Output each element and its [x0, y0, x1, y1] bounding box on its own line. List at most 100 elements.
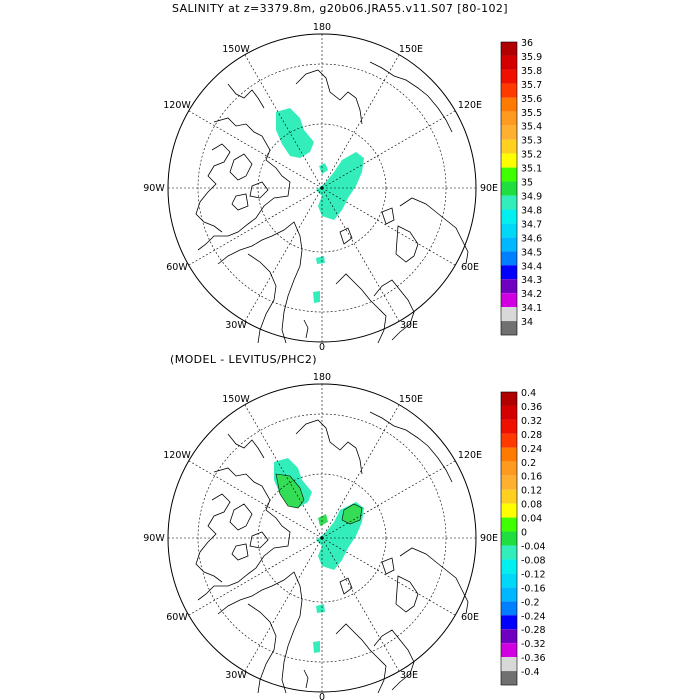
colorbar-swatch: [501, 615, 517, 630]
colorbar-label: 0.36: [521, 402, 542, 413]
lon-label-90w: 90W: [143, 183, 165, 194]
lon-label-60w: 60W: [166, 612, 188, 623]
lon-label-30e: 30E: [400, 670, 418, 681]
colorbar-label: 34.5: [521, 247, 542, 258]
colorbar-label: 35.4: [521, 122, 542, 133]
colorbar-swatch: [501, 475, 517, 490]
graticule: [168, 384, 476, 692]
lon-label-0: 0: [319, 692, 325, 700]
colorbar-label: 35: [521, 178, 533, 189]
map-boundary: [167, 383, 477, 693]
colorbar-swatch: [501, 601, 517, 616]
salinity-colorbar: 36 35.9 35.8 35.7 35.6 35.5 35.4 35.3 35.2 35.1 35…: [500, 38, 542, 336]
colorbar-label: 36: [521, 38, 533, 49]
difference-fill-patches: [274, 458, 364, 653]
colorbar-swatch: [501, 321, 517, 336]
lon-label-30e: 30E: [400, 320, 418, 331]
colorbar-label: 0.2: [521, 458, 536, 469]
colorbar-swatch: [501, 237, 517, 252]
colorbar-swatch: [501, 42, 517, 56]
colorbar-label: 34.9: [521, 191, 542, 202]
colorbar-label: -0.32: [521, 639, 546, 650]
lon-label-60e: 60E: [461, 262, 479, 273]
greenland-sea-patch: [313, 641, 320, 653]
fram-strait-patch: [316, 604, 325, 613]
longitude-labels: 180 150W 150E 120W 120E 90W 90E 60W 60E …: [143, 22, 498, 350]
colorbar-swatch: [501, 307, 517, 322]
colorbar-label: 0.04: [521, 514, 542, 525]
colorbar-swatch: [501, 461, 517, 476]
lon-label-30w: 30W: [225, 670, 247, 681]
colorbar-swatch: [501, 279, 517, 294]
colorbar-swatch: [501, 629, 517, 644]
lon-label-120e: 120E: [458, 450, 482, 461]
lon-label-120w: 120W: [163, 100, 191, 111]
colorbar-label: 35.1: [521, 164, 542, 175]
colorbar-swatch: [501, 223, 517, 238]
lon-label-90w: 90W: [143, 533, 165, 544]
colorbar-swatch: [501, 209, 517, 224]
colorbar-swatch: [501, 55, 517, 70]
colorbar-label: 0.32: [521, 416, 542, 427]
greenland-sea-patch: [313, 291, 320, 303]
coastlines: [195, 61, 469, 344]
colorbar-swatch: [501, 545, 517, 560]
colorbar-label: -0.12: [521, 569, 546, 580]
colorbar-label: 0.08: [521, 500, 542, 511]
lon-label-60e: 60E: [461, 612, 479, 623]
colorbar-swatch: [501, 671, 517, 686]
lon-label-150w: 150W: [222, 44, 250, 55]
colorbar-label: 35.8: [521, 66, 542, 77]
colorbar-label: 35.6: [521, 94, 542, 105]
colorbar-label: -0.08: [521, 555, 546, 566]
colorbar-swatch: [501, 657, 517, 672]
difference-polar-map: 180 150W 150E 120W 120E 90W 90E 60W 60E …: [143, 372, 498, 700]
colorbar-swatch: [501, 293, 517, 308]
lon-label-90e: 90E: [480, 533, 498, 544]
colorbar-swatch: [501, 643, 517, 658]
colorbar-label: -0.24: [521, 611, 546, 622]
lon-label-0: 0: [319, 342, 325, 350]
colorbar-swatch: [501, 265, 517, 280]
colorbar-label: 0.12: [521, 486, 542, 497]
colorbar-label: 35.7: [521, 80, 542, 91]
canada-basin-positive-patch: [275, 473, 305, 509]
colorbar-swatch: [501, 419, 517, 434]
colorbar-label: -0.36: [521, 653, 546, 664]
salinity-polar-map: 180 150W 150E 120W 120E 90W 90E 60W 60E …: [143, 22, 498, 350]
colorbar-label: 34.6: [521, 233, 542, 244]
canada-basin-patch: [276, 108, 314, 158]
colorbar-swatch: [501, 181, 517, 196]
lon-label-150e: 150E: [399, 394, 423, 405]
colorbar-label: 34.3: [521, 275, 542, 286]
lon-label-60w: 60W: [166, 262, 188, 273]
colorbar-label: 34.2: [521, 289, 542, 300]
colorbar-swatch: [501, 559, 517, 574]
colorbar-label: 34.8: [521, 205, 542, 216]
colorbar-label: 0.4: [521, 388, 536, 399]
colorbar-swatch: [501, 433, 517, 448]
eurasian-basin-patch: [316, 152, 364, 220]
colorbar-label: 0: [521, 528, 527, 539]
colorbar-label: -0.16: [521, 583, 546, 594]
colorbar-frame: [500, 391, 518, 686]
colorbar-swatch: [501, 251, 517, 266]
colorbar-label: 34.7: [521, 219, 542, 230]
colorbar-label: 0.16: [521, 472, 542, 483]
lon-label-180: 180: [313, 22, 331, 33]
colorbar-label: 0.24: [521, 444, 542, 455]
difference-map-title: (MODEL - LEVITUS/PHC2): [170, 353, 317, 366]
lomonosov-patch: [319, 163, 328, 174]
lon-label-150e: 150E: [399, 44, 423, 55]
colorbar-swatch: [501, 139, 517, 154]
lomonosov-patch: [318, 514, 328, 526]
colorbar-label: 35.3: [521, 136, 542, 147]
colorbar-swatch: [501, 83, 517, 98]
colorbar-swatch: [501, 531, 517, 546]
lon-label-180: 180: [313, 372, 331, 383]
colorbar-label: 35.5: [521, 108, 542, 119]
colorbar-swatch: [501, 125, 517, 140]
lon-label-120w: 120W: [163, 450, 191, 461]
colorbar-label: 34.1: [521, 303, 542, 314]
colorbar-swatch: [501, 195, 517, 210]
